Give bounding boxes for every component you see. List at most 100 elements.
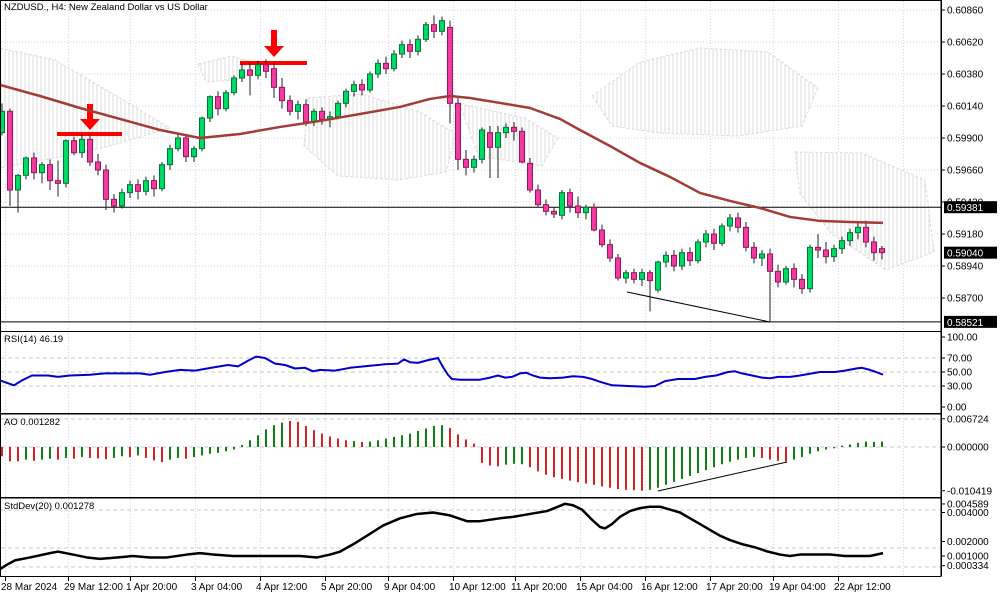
bull-candle: [207, 95, 213, 122]
price-tick-label: 0.60860: [947, 6, 984, 17]
bear-candle: [279, 78, 285, 109]
price-level-badge: 0.58521: [944, 315, 997, 329]
candle-body: [559, 192, 565, 216]
bull-candle: [63, 139, 69, 188]
candle-body: [855, 226, 861, 234]
time-tick-label: 17 Apr 20:00: [706, 582, 763, 593]
candle-body: [127, 184, 133, 194]
candle-body: [207, 96, 213, 119]
bear-candle: [135, 179, 141, 200]
bear-candle: [87, 135, 93, 166]
candle-body: [39, 164, 45, 174]
indicator-gridlines: [1, 357, 941, 568]
candle-body: [303, 104, 309, 123]
bull-candle: [423, 22, 429, 42]
time-axis[interactable]: 28 Mar 2024 29 Mar 12:00 1 Apr 20:00 3 Apr …: [1, 576, 891, 593]
bear-candle: [871, 236, 877, 261]
price-tick-label: 0.60620: [947, 38, 984, 49]
stddev-panel-area[interactable]: [0, 497, 941, 576]
bear-candle: [791, 263, 797, 288]
price-level-badge: 0.59381: [944, 201, 997, 214]
bear-candle: [271, 63, 277, 98]
candle-body: [583, 206, 589, 214]
candle-body: [335, 102, 341, 118]
bear-candle: [799, 274, 805, 294]
price-tick-label: -0.010419: [947, 486, 992, 497]
candle-body: [383, 62, 389, 70]
ichimoku-cloud: [0, 47, 935, 271]
candle-body: [367, 73, 373, 91]
bear-candle: [183, 134, 189, 162]
time-tick-label: 16 Apr 12:00: [641, 582, 698, 593]
candle-body: [375, 62, 381, 75]
bull-candle: [583, 204, 589, 220]
chart-title: NZDUSD., H4: New Zealand Dollar vs US Do…: [4, 2, 208, 13]
bull-candle: [439, 16, 445, 36]
price-tick-label: 0.00: [947, 403, 967, 414]
time-tick-label: 11 Apr 20:00: [511, 582, 567, 593]
bear-candle: [263, 59, 269, 78]
candle-body: [743, 226, 749, 248]
candle-body: [439, 20, 445, 32]
badge-background: [944, 246, 997, 259]
price-tick-label: 0.59180: [947, 230, 984, 241]
bear-candle: [607, 239, 613, 262]
candle-body: [143, 180, 149, 192]
bear-candle: [863, 220, 869, 248]
bear-candle: [151, 175, 157, 197]
ao-histogram: [1, 420, 883, 491]
price-tick-label: 0.60140: [947, 102, 984, 113]
candle-body: [215, 96, 221, 110]
bear-candle: [575, 196, 581, 218]
badge-label: 0.59040: [947, 249, 984, 260]
bull-candle: [847, 228, 853, 246]
candle-body: [279, 86, 285, 102]
arrow-head: [264, 46, 284, 57]
bull-candle: [807, 244, 813, 293]
bear-candle: [711, 228, 717, 250]
trendline: [626, 291, 771, 323]
candle-body: [639, 272, 645, 280]
bear-candle: [687, 247, 693, 266]
candle-body: [687, 252, 693, 262]
stddev-indicator-label: StdDev(20) 0.001278: [4, 501, 95, 512]
candle-body: [295, 104, 301, 112]
badge-background: [944, 201, 997, 214]
price-axis[interactable]: 0.60860 0.60620 0.60380 0.60140 0.59900 0.596…: [941, 0, 992, 576]
bull-candle: [351, 80, 357, 97]
bull-candle: [759, 250, 765, 266]
time-tick-label: 10 Apr 12:00: [449, 582, 506, 593]
bear-candle: [7, 108, 13, 206]
rsi-indicator-label: RSI(14) 46.19: [4, 334, 64, 345]
candle-body: [495, 132, 501, 148]
candle-body: [519, 130, 525, 163]
bull-candle: [391, 50, 397, 72]
ao-panel-area[interactable]: [0, 413, 941, 497]
bear-candle: [751, 242, 757, 264]
candle-body: [7, 110, 13, 191]
candle-body: [343, 90, 349, 104]
bull-candle: [639, 268, 645, 286]
bull-candle: [479, 127, 485, 164]
candle-body: [471, 158, 477, 168]
candle-body: [183, 137, 189, 158]
bull-candle: [199, 116, 205, 152]
bull-candle: [471, 155, 477, 173]
bear-candle: [55, 160, 61, 197]
candle-body: [671, 254, 677, 267]
candle-body: [0, 110, 5, 134]
cloud-region: [591, 47, 819, 137]
bear-candle: [95, 154, 101, 176]
candlestick-series: [0, 15, 885, 322]
candle-body: [815, 246, 821, 251]
price-tick-label: 0.59660: [947, 166, 984, 177]
bull-candle: [143, 176, 149, 196]
bull-candle: [295, 100, 301, 120]
candle-body: [759, 253, 765, 259]
price-tick-label: 0.006724: [947, 414, 989, 425]
bear-candle: [247, 63, 253, 96]
candle-body: [95, 161, 101, 171]
bear-candle: [487, 126, 493, 178]
time-tick-label: 3 Apr 04:00: [191, 582, 243, 593]
